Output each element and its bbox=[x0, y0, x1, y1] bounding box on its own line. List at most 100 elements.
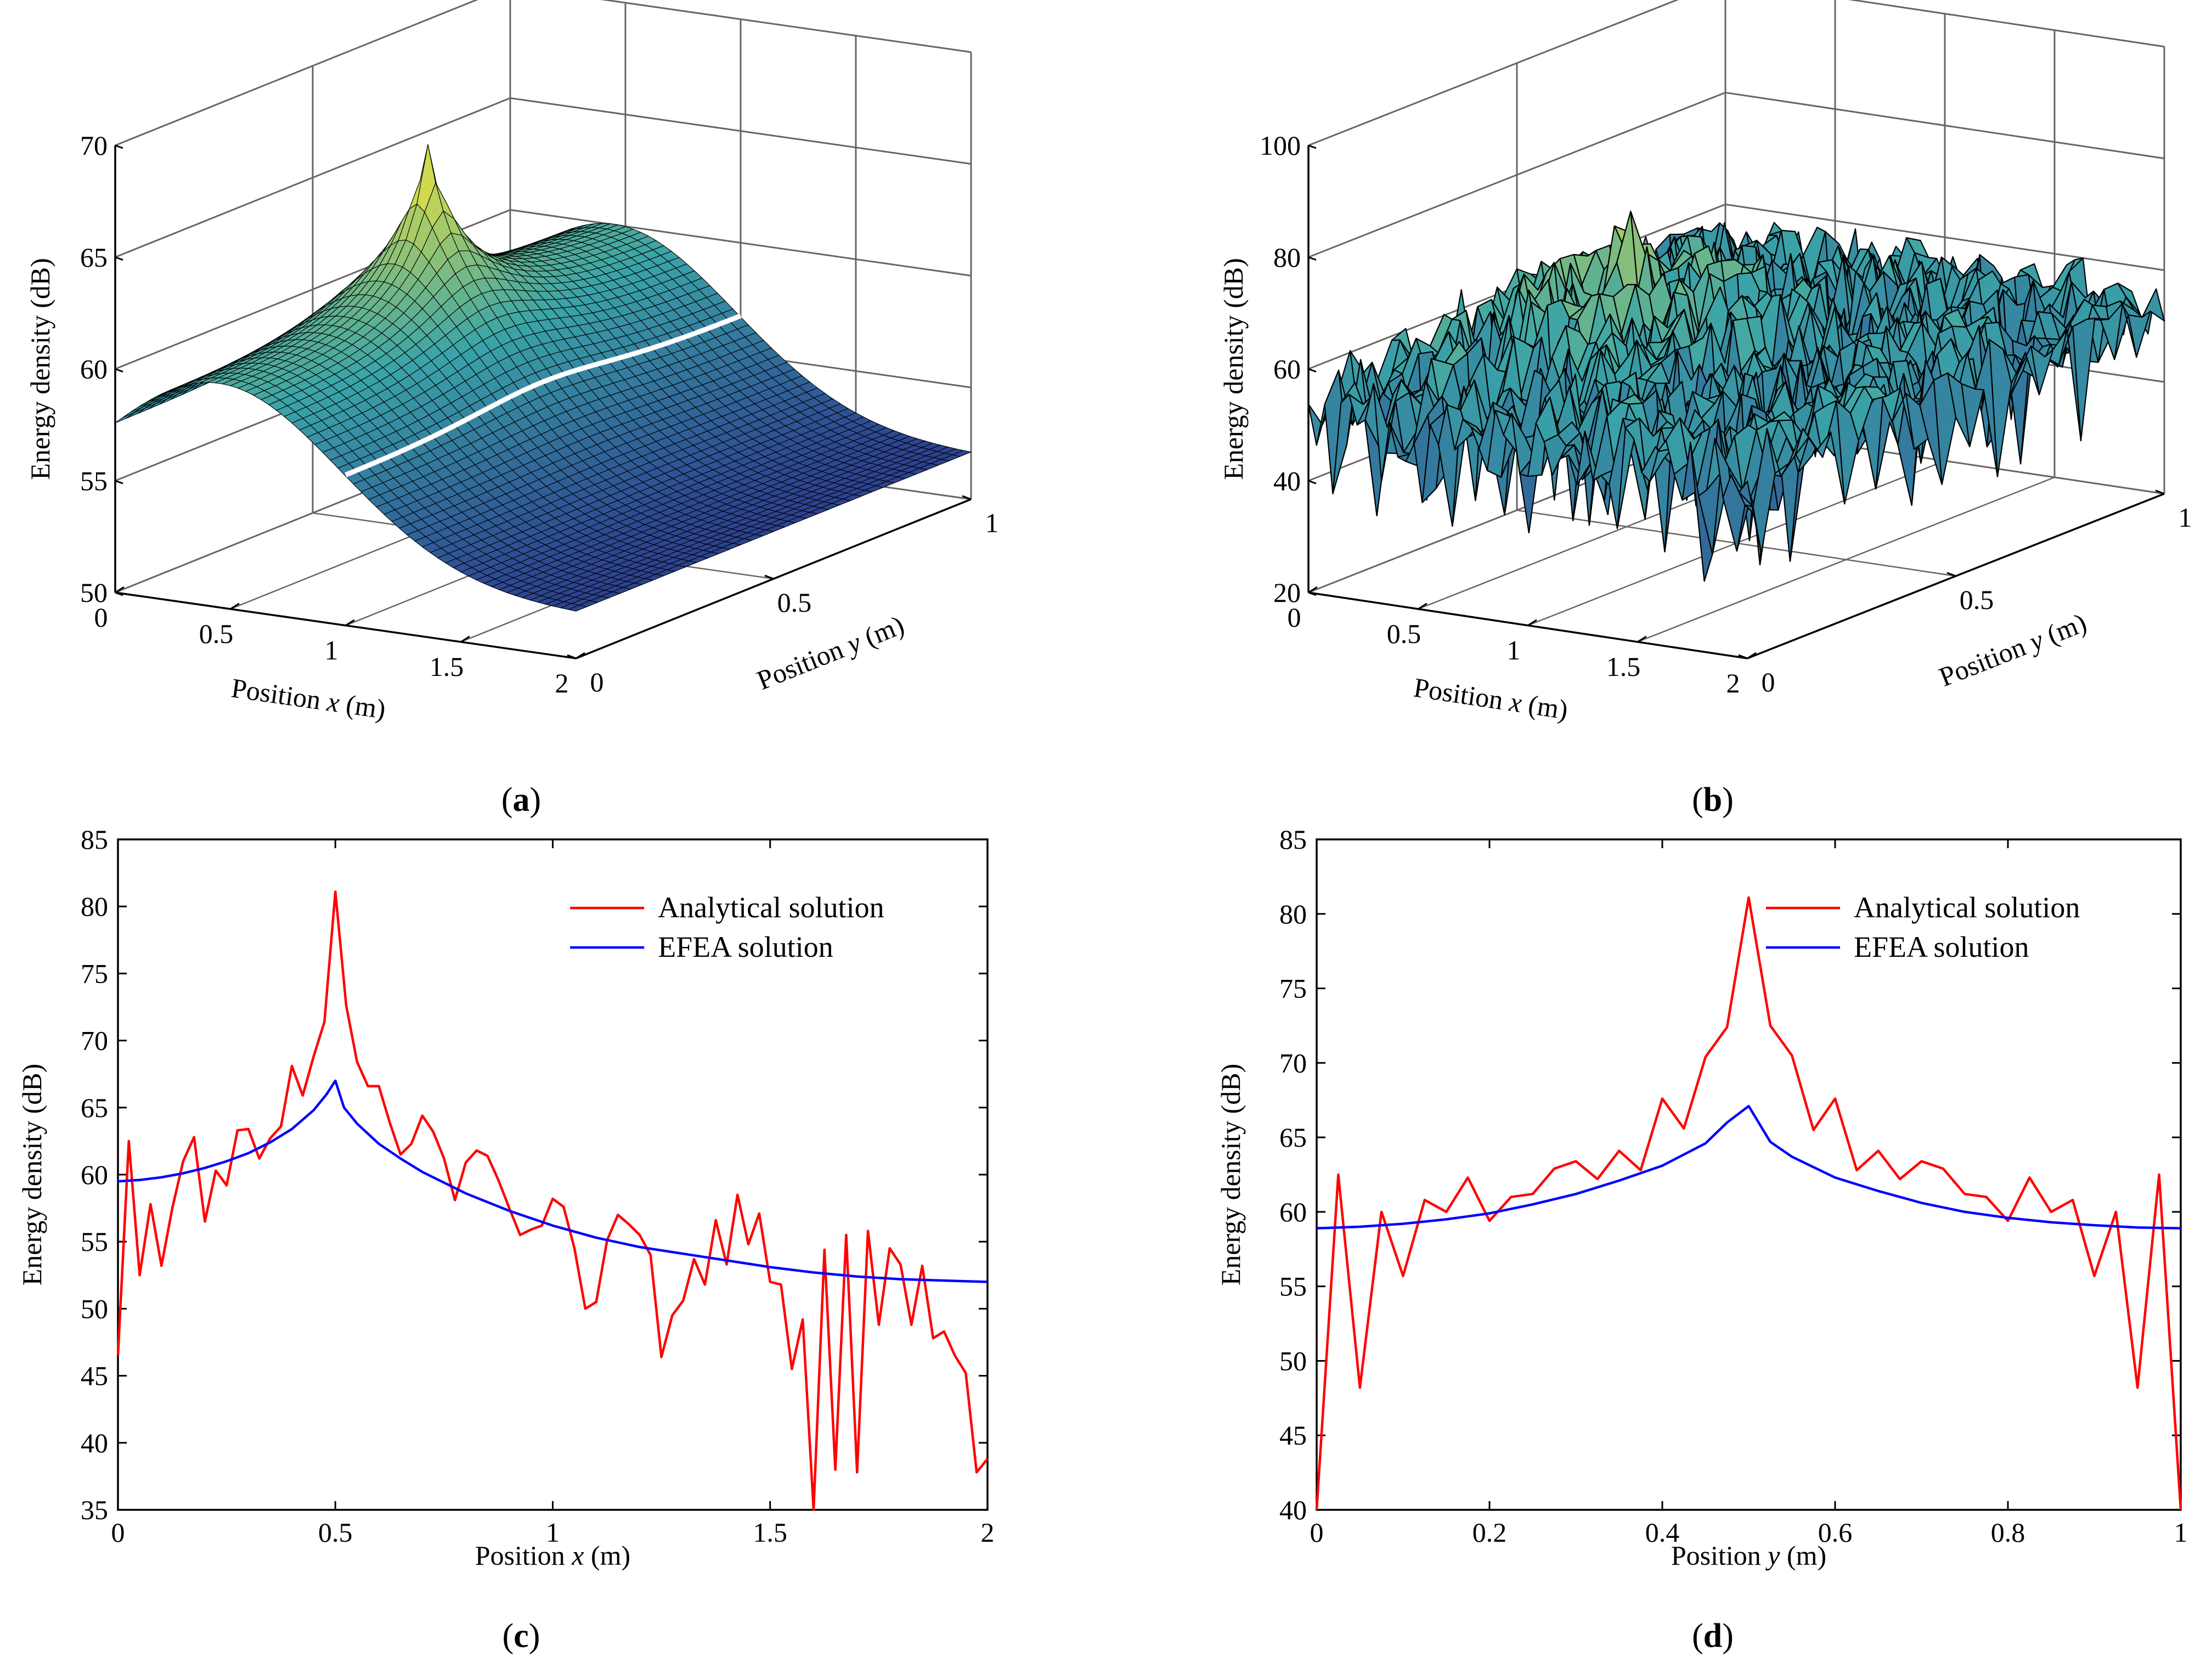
caption-letter: c bbox=[514, 1617, 529, 1655]
y-tick-label: 80 bbox=[81, 891, 108, 922]
series-line-analytical bbox=[116, 890, 989, 1511]
x-tick bbox=[460, 635, 470, 643]
z-tick bbox=[1308, 368, 1317, 373]
x-tick-label: 0.4 bbox=[1645, 1517, 1680, 1548]
z-tick bbox=[115, 480, 123, 484]
caption-close: ) bbox=[530, 781, 541, 819]
x-tick-label: 0 bbox=[111, 1517, 125, 1548]
x-tick-label: 0.2 bbox=[1472, 1517, 1507, 1548]
x-tick-label: 1 bbox=[2174, 1517, 2188, 1548]
z-tick-label: 55 bbox=[80, 465, 108, 496]
caption-b: (b) bbox=[1692, 781, 1734, 819]
panel-b-surface bbox=[1307, 211, 2165, 582]
x-tick bbox=[1418, 602, 1427, 610]
series-line-efea bbox=[117, 1079, 988, 1283]
x-tick bbox=[1308, 586, 1318, 594]
y-tick-label: 85 bbox=[81, 824, 108, 855]
z-tick-label: 40 bbox=[1273, 465, 1301, 496]
grid-line-z bbox=[115, 97, 972, 258]
y-tick-label: 65 bbox=[81, 1092, 108, 1123]
z-tick bbox=[1308, 591, 1317, 596]
grid-line-z bbox=[1308, 92, 2165, 258]
y-tick-label: 0 bbox=[590, 667, 604, 697]
x-tick-label: 1 bbox=[325, 635, 338, 665]
caption-open: ( bbox=[1692, 1617, 1703, 1655]
y-tick bbox=[1738, 654, 1748, 659]
x-tick-label: 1 bbox=[546, 1517, 560, 1548]
y-tick-label: 60 bbox=[1279, 1197, 1307, 1227]
surface-cell bbox=[115, 412, 134, 424]
panel-d-line-chart: 40 45 50 55 60 65 70 75 80 85 0 0.2 0.4 0.6 0.8 1 Analyt… bbox=[1215, 824, 2188, 1571]
y-tick-label: 80 bbox=[1279, 899, 1307, 929]
x-tick-label: 1.5 bbox=[753, 1517, 788, 1548]
y-axis-title: Energy density (dB) bbox=[1215, 1064, 1246, 1286]
y-tick-label: 55 bbox=[81, 1226, 108, 1257]
x-tick-label: 1.5 bbox=[430, 651, 464, 682]
x-axis-title-var: x bbox=[571, 1540, 584, 1571]
y-tick-label: 65 bbox=[1279, 1122, 1307, 1153]
z-tick-label: 70 bbox=[80, 130, 108, 161]
z-tick bbox=[115, 368, 123, 373]
panel-c-line-chart: 35 40 45 50 55 60 65 70 75 80 85 0 0.5 1 1.5 2 Analytica… bbox=[16, 824, 995, 1571]
legend-label: Analytical solution bbox=[658, 891, 884, 924]
x-tick-label: 0.5 bbox=[199, 618, 234, 649]
y-tick-label: 70 bbox=[1279, 1047, 1307, 1078]
caption-close: ) bbox=[1722, 781, 1734, 819]
x-tick-label: 1.5 bbox=[1606, 651, 1641, 682]
y-axis-title-prefix: Position bbox=[753, 631, 854, 696]
z-tick bbox=[1308, 256, 1317, 261]
y-tick-label: 40 bbox=[81, 1428, 108, 1458]
y-tick-label: 45 bbox=[1279, 1420, 1307, 1451]
legend-label: EFEA solution bbox=[658, 930, 833, 963]
x-axis-title-suffix: (m) bbox=[1520, 688, 1570, 725]
caption-a: (a) bbox=[501, 781, 541, 819]
y-tick bbox=[567, 654, 577, 659]
caption-close: ) bbox=[1722, 1617, 1734, 1655]
x-axis-title-suffix: (m) bbox=[1780, 1540, 1826, 1571]
z-tick-label: 20 bbox=[1273, 577, 1301, 608]
x-axis-title-suffix: (m) bbox=[584, 1540, 630, 1571]
y-tick bbox=[764, 574, 774, 580]
x-tick bbox=[230, 602, 240, 610]
panel-captions: (a) (b)(c) (d) bbox=[501, 781, 1734, 1655]
surface-cell bbox=[1739, 481, 1762, 555]
x-tick-label: 0.5 bbox=[1387, 618, 1421, 649]
legend-label: Analytical solution bbox=[1854, 891, 2080, 924]
x-axis-title-prefix: Position bbox=[1671, 1540, 1768, 1571]
z-tick bbox=[115, 256, 123, 261]
x-tick bbox=[1527, 619, 1537, 627]
x-axis-title: Position x (m) bbox=[229, 672, 387, 724]
y-axis-title: Position y (m) bbox=[1935, 607, 2091, 692]
y-tick-label: 50 bbox=[81, 1293, 108, 1324]
series-line-efea bbox=[1316, 1104, 2181, 1230]
y-tick-label: 60 bbox=[81, 1159, 108, 1190]
x-tick bbox=[115, 586, 125, 594]
x-axis-title: Position x (m) bbox=[475, 1540, 630, 1571]
y-axis-title-suffix: (m) bbox=[2036, 607, 2091, 652]
caption-open: ( bbox=[1692, 781, 1703, 819]
grid-line-z bbox=[115, 0, 972, 146]
x-tick-label: 0 bbox=[94, 602, 108, 633]
y-tick-label: 1 bbox=[2179, 502, 2192, 533]
surface-cell bbox=[568, 605, 588, 612]
z-tick-label: 50 bbox=[80, 577, 108, 608]
x-axis-title-prefix: Position bbox=[475, 1540, 572, 1571]
x-tick bbox=[1637, 635, 1647, 643]
caption-close: ) bbox=[529, 1617, 540, 1655]
z-tick-label: 60 bbox=[1273, 354, 1301, 385]
y-tick-label: 0.5 bbox=[1960, 584, 1994, 615]
x-tick-label: 2 bbox=[1726, 668, 1740, 698]
caption-letter: d bbox=[1703, 1617, 1722, 1655]
caption-letter: b bbox=[1703, 781, 1722, 819]
x-tick-label: 2 bbox=[555, 668, 569, 698]
plot-frame bbox=[117, 838, 989, 1511]
x-axis-title-var: y bbox=[1765, 1540, 1780, 1571]
x-tick bbox=[345, 619, 355, 627]
grid-line-z bbox=[1308, 0, 2165, 146]
caption-d: (d) bbox=[1692, 1617, 1734, 1655]
caption-open: ( bbox=[501, 781, 513, 819]
y-tick bbox=[2155, 489, 2165, 495]
